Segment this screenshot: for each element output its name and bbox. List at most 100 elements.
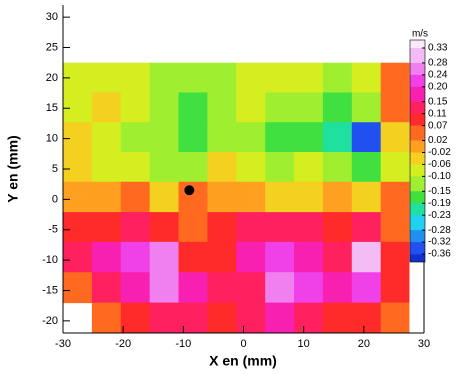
- contour-cell: [120, 241, 151, 273]
- contour-cell: [294, 302, 324, 334]
- contour-cell: [294, 272, 324, 304]
- contour-cell: [380, 302, 410, 334]
- contour-cell: [294, 92, 324, 123]
- contour-cell: [265, 241, 295, 273]
- contour-cell: [91, 241, 122, 273]
- colorbar-band: [410, 140, 425, 153]
- contour-cell: [265, 272, 295, 304]
- contour-cell: [178, 241, 208, 273]
- contour-cell: [380, 92, 410, 123]
- contour-cell: [120, 122, 151, 153]
- contour-cell: [236, 272, 266, 304]
- contour-cell: [351, 212, 382, 243]
- y-tick-label: 10: [46, 133, 58, 145]
- contour-cell: [149, 92, 180, 123]
- contour-cell: [63, 151, 93, 183]
- contour-cell: [322, 302, 353, 334]
- contour-cell: [91, 122, 122, 153]
- colorbar-label: 0.33: [428, 43, 448, 54]
- contour-cell: [91, 181, 122, 213]
- contour-cell: [149, 122, 180, 153]
- x-axis-title: X en (mm): [209, 353, 277, 369]
- contour-cell: [236, 241, 266, 273]
- colorbar-band: [410, 230, 425, 243]
- colorbar-band: [410, 152, 425, 165]
- contour-cell: [63, 122, 93, 153]
- contour-cell: [351, 92, 382, 123]
- contour-cell: [63, 272, 93, 304]
- contour-cell: [294, 122, 324, 153]
- colorbar-label: -0.06: [428, 159, 451, 170]
- colorbar-band: [410, 242, 425, 255]
- y-tick-label: 20: [46, 72, 58, 84]
- contour-cell: [265, 62, 295, 93]
- contour-cell: [380, 181, 410, 213]
- x-tick-label: 10: [298, 338, 310, 350]
- contour-cell: [207, 212, 237, 243]
- colorbar-label: 0.02: [428, 135, 448, 146]
- colorbar-band: [410, 125, 425, 141]
- contour-cell: [120, 92, 151, 123]
- contour-cell: [351, 272, 382, 304]
- contour-cell: [380, 62, 410, 93]
- y-tick-label: 0: [52, 193, 58, 205]
- contour-cell: [63, 241, 93, 273]
- colorbar-band: [410, 86, 425, 103]
- contour-cell: [294, 181, 324, 213]
- y-tick-label: 25: [46, 41, 58, 53]
- contour-cell: [322, 212, 353, 243]
- colorbar-band: [410, 203, 425, 216]
- contour-cell: [265, 302, 295, 334]
- contour-cell: [322, 151, 353, 183]
- x-tick-label: 20: [358, 338, 370, 350]
- contour-cell: [322, 92, 353, 123]
- contour-cell: [91, 302, 122, 334]
- y-tick-label: 15: [46, 102, 58, 114]
- contour-cell: [91, 62, 122, 93]
- contour-cell: [265, 151, 295, 183]
- colorbar-title: m/s: [412, 29, 428, 40]
- contour-cell: [207, 62, 237, 93]
- contour-cell: [207, 241, 237, 273]
- contour-cell: [322, 122, 353, 153]
- colorbar-label: -0.02: [428, 147, 451, 158]
- colorbar-label: -0.15: [428, 186, 451, 197]
- contour-cell: [120, 272, 151, 304]
- y-axis-title: Y en (mm): [5, 135, 21, 202]
- x-tick-label: 0: [240, 338, 246, 350]
- colorbar-band: [410, 48, 425, 64]
- contour-cell: [380, 272, 410, 304]
- contour-cell: [265, 181, 295, 213]
- contour-cell: [322, 62, 353, 93]
- contour-cell: [149, 272, 180, 304]
- colorbar-above: [410, 40, 425, 48]
- y-tick-label: 5: [52, 163, 58, 175]
- colorbar-band: [410, 74, 425, 88]
- contour-cell: [178, 122, 208, 153]
- colorbar-band: [410, 176, 425, 192]
- contour-cell: [91, 151, 122, 183]
- contour-cell: [63, 212, 93, 243]
- contour-cell: [236, 92, 266, 123]
- contour-cell: [207, 181, 237, 213]
- contour-cell: [120, 151, 151, 183]
- contour-cell: [236, 302, 266, 334]
- colorbar-label: -0.36: [428, 249, 451, 260]
- contour-cell: [265, 92, 295, 123]
- colorbar-label: 0.28: [428, 58, 448, 69]
- contour-cell: [207, 151, 237, 183]
- contour-cell: [351, 151, 382, 183]
- contour-cell: [178, 181, 208, 213]
- contour-cell: [207, 302, 237, 334]
- colorbar-band: [410, 164, 425, 177]
- marker-point: [184, 185, 195, 196]
- contour-cell: [120, 62, 151, 93]
- contour-cell: [149, 212, 180, 243]
- contour-cell: [207, 92, 237, 123]
- contour-cell: [178, 272, 208, 304]
- contour-cell: [149, 181, 180, 213]
- contour-cell: [351, 302, 382, 334]
- y-tick-label: -20: [42, 315, 58, 327]
